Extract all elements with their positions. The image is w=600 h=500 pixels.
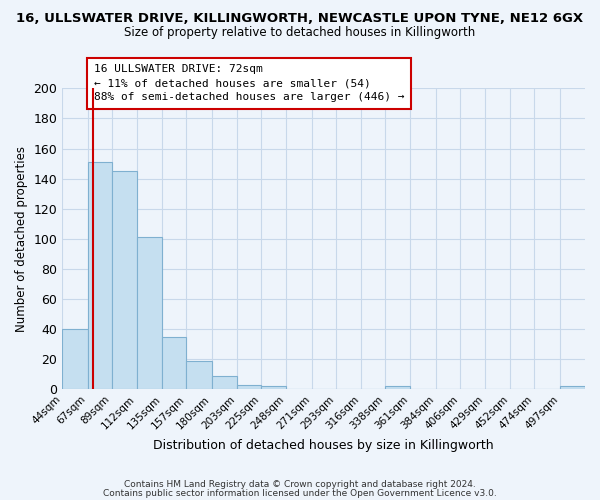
Bar — [187, 361, 212, 390]
X-axis label: Distribution of detached houses by size in Killingworth: Distribution of detached houses by size … — [154, 440, 494, 452]
Bar — [112, 171, 137, 390]
Bar — [237, 385, 261, 390]
Bar — [62, 329, 88, 390]
Bar — [162, 336, 187, 390]
Text: Contains public sector information licensed under the Open Government Licence v3: Contains public sector information licen… — [103, 488, 497, 498]
Bar — [88, 162, 112, 390]
Bar — [261, 386, 286, 390]
Bar — [137, 238, 162, 390]
Bar — [212, 376, 237, 390]
Text: Size of property relative to detached houses in Killingworth: Size of property relative to detached ho… — [124, 26, 476, 39]
Y-axis label: Number of detached properties: Number of detached properties — [15, 146, 28, 332]
Text: 16, ULLSWATER DRIVE, KILLINGWORTH, NEWCASTLE UPON TYNE, NE12 6GX: 16, ULLSWATER DRIVE, KILLINGWORTH, NEWCA… — [16, 12, 584, 26]
Text: 16 ULLSWATER DRIVE: 72sqm
← 11% of detached houses are smaller (54)
88% of semi-: 16 ULLSWATER DRIVE: 72sqm ← 11% of detac… — [94, 64, 404, 102]
Bar — [385, 386, 410, 390]
Bar — [560, 386, 585, 390]
Text: Contains HM Land Registry data © Crown copyright and database right 2024.: Contains HM Land Registry data © Crown c… — [124, 480, 476, 489]
